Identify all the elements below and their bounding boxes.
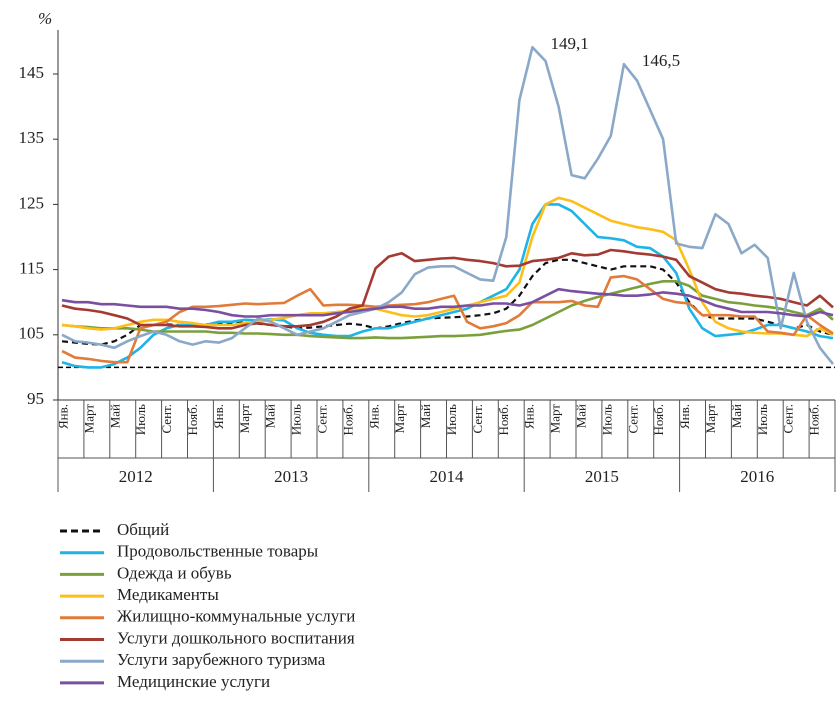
legend-label: Продовольственные товары xyxy=(117,542,319,561)
legend-label: Одежда и обувь xyxy=(117,563,232,582)
x-tick-label: Май xyxy=(418,404,433,428)
x-tick-label: Июль xyxy=(444,404,459,435)
x-tick-label: Нояб. xyxy=(807,404,822,435)
y-tick-label: 135 xyxy=(19,128,45,147)
x-tick-label: Нояб. xyxy=(340,404,355,435)
year-label: 2015 xyxy=(585,467,619,486)
series-line xyxy=(61,248,834,330)
x-tick-label: Май xyxy=(573,404,588,428)
x-tick-label: Июль xyxy=(289,404,304,435)
legend-label: Жилищно-коммунальные услуги xyxy=(117,607,355,626)
x-tick-label: Янв. xyxy=(522,404,537,429)
x-tick-label: Янв. xyxy=(211,404,226,429)
x-tick-label: Сент. xyxy=(781,404,796,434)
year-label: 2012 xyxy=(119,467,153,486)
x-tick-label: Янв. xyxy=(366,404,381,429)
y-tick-label: 95 xyxy=(27,389,44,408)
y-tick-label: 125 xyxy=(19,193,45,212)
x-tick-label: Май xyxy=(263,404,278,428)
data-label: 149,1 xyxy=(550,34,588,53)
x-tick-label: Сент. xyxy=(159,404,174,434)
x-tick-label: Март xyxy=(237,404,252,434)
series-line xyxy=(61,196,834,338)
x-tick-label: Март xyxy=(548,404,563,434)
y-tick-label: 115 xyxy=(19,259,44,278)
legend-label: Услуги дошкольного воспитания xyxy=(117,628,355,647)
year-label: 2014 xyxy=(430,467,465,486)
x-tick-label: Май xyxy=(729,404,744,428)
x-tick-label: Сент. xyxy=(470,404,485,434)
year-label: 2016 xyxy=(740,467,774,486)
series-line xyxy=(61,280,834,340)
legend-label: Общий xyxy=(117,520,169,539)
x-tick-label: Март xyxy=(392,404,407,434)
y-tick-label: 145 xyxy=(19,63,45,82)
x-tick-label: Янв. xyxy=(55,404,70,429)
year-label: 2013 xyxy=(274,467,308,486)
data-label: 146,5 xyxy=(642,51,680,70)
x-tick-label: Март xyxy=(703,404,718,434)
series-line xyxy=(61,203,834,369)
x-tick-label: Нояб. xyxy=(651,404,666,435)
x-tick-label: Июль xyxy=(599,404,614,435)
x-tick-label: Март xyxy=(81,404,96,434)
x-tick-label: Май xyxy=(107,404,122,428)
x-tick-label: Нояб. xyxy=(496,404,511,435)
x-tick-label: Янв. xyxy=(677,404,692,429)
legend-label: Услуги зарубежного туризма xyxy=(117,650,326,669)
x-tick-label: Июль xyxy=(133,404,148,435)
y-tick-label: 105 xyxy=(19,324,45,343)
x-tick-label: Сент. xyxy=(625,404,640,434)
series-line xyxy=(61,287,834,318)
x-tick-label: Сент. xyxy=(314,404,329,434)
series-line xyxy=(61,46,835,365)
legend-label: Медицинские услуги xyxy=(117,672,270,691)
x-tick-label: Июль xyxy=(755,404,770,435)
x-tick-label: Нояб. xyxy=(185,404,200,435)
y-unit: % xyxy=(38,9,52,28)
legend-label: Медикаменты xyxy=(117,585,219,604)
